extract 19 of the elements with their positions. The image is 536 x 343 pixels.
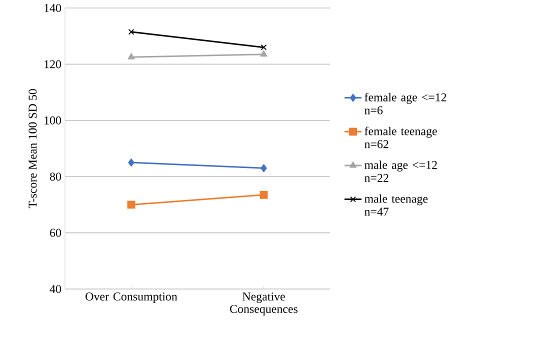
legend-label: male age <=12 n=22 [364, 160, 437, 182]
y-tick-label: 80 [50, 172, 62, 181]
legend-label: female teenage n=62 [364, 126, 437, 148]
point [260, 190, 268, 199]
point [260, 44, 267, 50]
x-tick-label: Over Consumption [86, 292, 178, 303]
point [127, 200, 136, 209]
y-tick-label: 100 [44, 116, 62, 124]
y-tick-label: 40 [50, 284, 62, 294]
y-tick-label: 140 [44, 4, 62, 12]
point [128, 158, 134, 167]
legend-label: male teenage n=47 [364, 194, 428, 216]
legend-label: female age <=12 n=6 [364, 92, 446, 114]
y-tick-label: 120 [44, 60, 62, 68]
y-tick-label: 60 [50, 228, 62, 237]
y-axis-title: T-score Mean 100 SD 50 [28, 89, 37, 208]
point [260, 164, 267, 172]
point [128, 28, 134, 35]
x-tick-label: Negative Consequences [230, 292, 298, 316]
